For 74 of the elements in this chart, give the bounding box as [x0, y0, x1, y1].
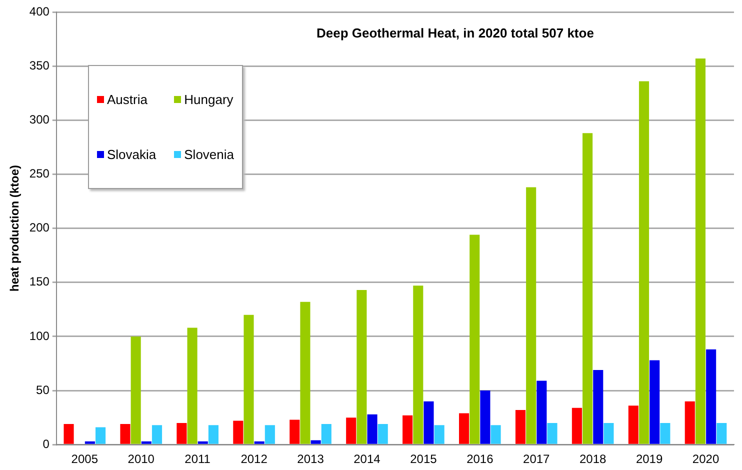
y-axis-title: heat production (ktoe) — [8, 164, 22, 292]
bar — [424, 401, 434, 444]
x-tick-label: 2019 — [636, 452, 663, 466]
bar — [526, 187, 536, 444]
bar — [356, 290, 367, 444]
bar — [176, 422, 187, 444]
x-tick-label: 2011 — [184, 452, 211, 466]
bar — [244, 314, 254, 444]
bar — [706, 349, 716, 444]
bar — [96, 427, 106, 444]
x-tick-label: 2014 — [354, 452, 381, 466]
x-tick-label: 2010 — [128, 452, 155, 466]
y-tick-label: 0 — [42, 436, 50, 451]
bar — [310, 440, 321, 444]
x-tick-label: 2018 — [579, 452, 607, 466]
y-tick-label: 300 — [29, 112, 50, 126]
y-tick-label: 150 — [29, 274, 50, 289]
bar — [490, 425, 501, 444]
bar — [684, 401, 695, 444]
x-tick-label: 2017 — [523, 452, 550, 466]
bar — [593, 370, 604, 444]
bar — [233, 420, 244, 444]
x-tick-label: 2013 — [297, 452, 324, 466]
bar — [141, 441, 152, 444]
y-tick-label: 400 — [29, 4, 50, 18]
bar — [290, 420, 300, 444]
bar — [321, 424, 332, 444]
bar — [254, 441, 264, 444]
bar — [300, 302, 310, 444]
x-tick-label: 2012 — [240, 452, 268, 466]
bar — [459, 413, 470, 444]
bar — [198, 441, 208, 444]
bar — [64, 424, 74, 444]
x-tick-label: 2020 — [692, 452, 720, 466]
bar — [582, 133, 593, 444]
bar — [604, 422, 614, 444]
bar — [402, 415, 413, 444]
bar — [536, 380, 547, 444]
y-tick-label: 100 — [29, 328, 50, 343]
y-tick-label: 250 — [29, 166, 50, 181]
bar — [378, 424, 388, 444]
legend-label: Hungary — [184, 92, 234, 107]
legend-label: Slovenia — [184, 147, 234, 162]
legend-label: Slovakia — [107, 147, 156, 162]
y-tick-label: 200 — [29, 220, 50, 235]
bar — [264, 425, 275, 444]
bar — [152, 425, 162, 444]
bar — [660, 422, 670, 444]
y-tick-label: 350 — [29, 58, 50, 72]
bar — [434, 425, 444, 444]
bar — [413, 286, 424, 444]
bar — [695, 58, 706, 444]
bar — [367, 414, 378, 444]
bar — [515, 410, 526, 444]
legend-label: Austria — [107, 92, 148, 107]
bar — [346, 418, 356, 444]
y-tick-label: 50 — [36, 382, 50, 397]
bar — [650, 360, 660, 444]
bar — [628, 406, 638, 444]
x-tick-label: 2005 — [71, 452, 98, 466]
bar — [208, 425, 218, 444]
bar — [547, 422, 558, 444]
bar — [572, 408, 582, 444]
text: Deep Geothermal Heat, in 2020 total 507 ktoe — [316, 26, 594, 41]
bar — [716, 422, 727, 444]
bar — [120, 424, 130, 444]
bar — [638, 81, 650, 444]
bar — [187, 328, 198, 444]
x-tick-label: 2015 — [410, 452, 438, 466]
bar — [480, 390, 490, 444]
bar — [470, 234, 480, 444]
x-tick-label: 2016 — [466, 452, 494, 466]
bar — [130, 336, 141, 444]
bar — [84, 441, 95, 444]
